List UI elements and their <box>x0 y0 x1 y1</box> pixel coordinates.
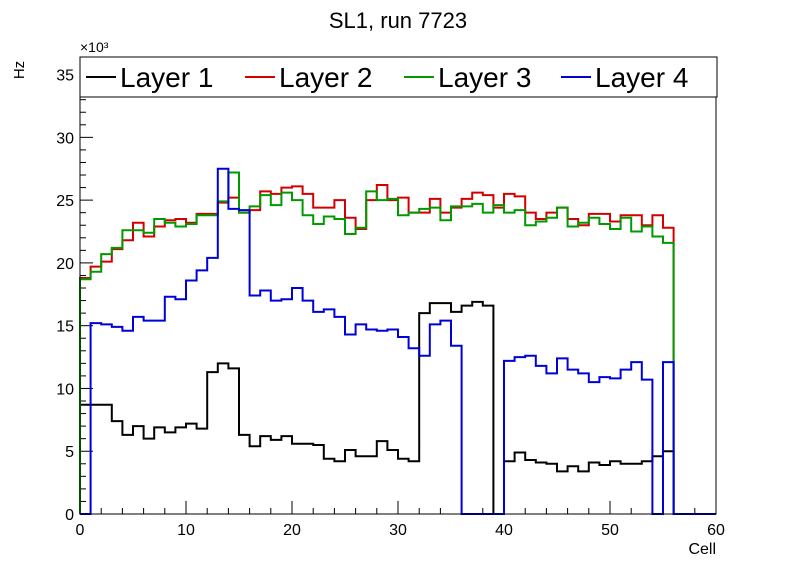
y-tick-label: 15 <box>56 319 74 336</box>
legend-box <box>79 56 718 98</box>
y-tick-label: 20 <box>56 256 74 273</box>
legend: Layer 1 Layer 2 Layer 3 Layer 4 <box>79 56 718 98</box>
y-tick-label: 0 <box>65 507 74 524</box>
x-tick-label: 40 <box>495 522 513 539</box>
x-tick-label: 60 <box>707 522 725 539</box>
x-tick-label: 50 <box>601 522 619 539</box>
x-tick-label: 10 <box>177 522 195 539</box>
y-tick-label: 35 <box>56 68 74 85</box>
series-layer-1 <box>79 300 716 515</box>
x-axis-label: Cell <box>688 541 716 558</box>
chart-title: SL1, run 7723 <box>329 8 467 33</box>
legend-label: Layer 2 <box>279 62 372 93</box>
y-axis-multiplier: ×10³ <box>80 39 109 55</box>
x-tick-label: 20 <box>283 522 301 539</box>
legend-label: Layer 1 <box>120 62 213 93</box>
y-tick-label: 30 <box>56 130 74 147</box>
x-tick-label: 30 <box>389 522 407 539</box>
legend-label: Layer 4 <box>595 62 688 93</box>
y-tick-label: 25 <box>56 193 74 210</box>
y-axis-label: Hz <box>11 61 28 79</box>
y-tick-label: 5 <box>65 444 74 461</box>
x-tick-label: 0 <box>76 522 85 539</box>
series-layer-4 <box>80 167 716 515</box>
series-layer-3 <box>79 171 716 515</box>
y-tick-label: 10 <box>56 381 74 398</box>
legend-label: Layer 3 <box>438 62 531 93</box>
